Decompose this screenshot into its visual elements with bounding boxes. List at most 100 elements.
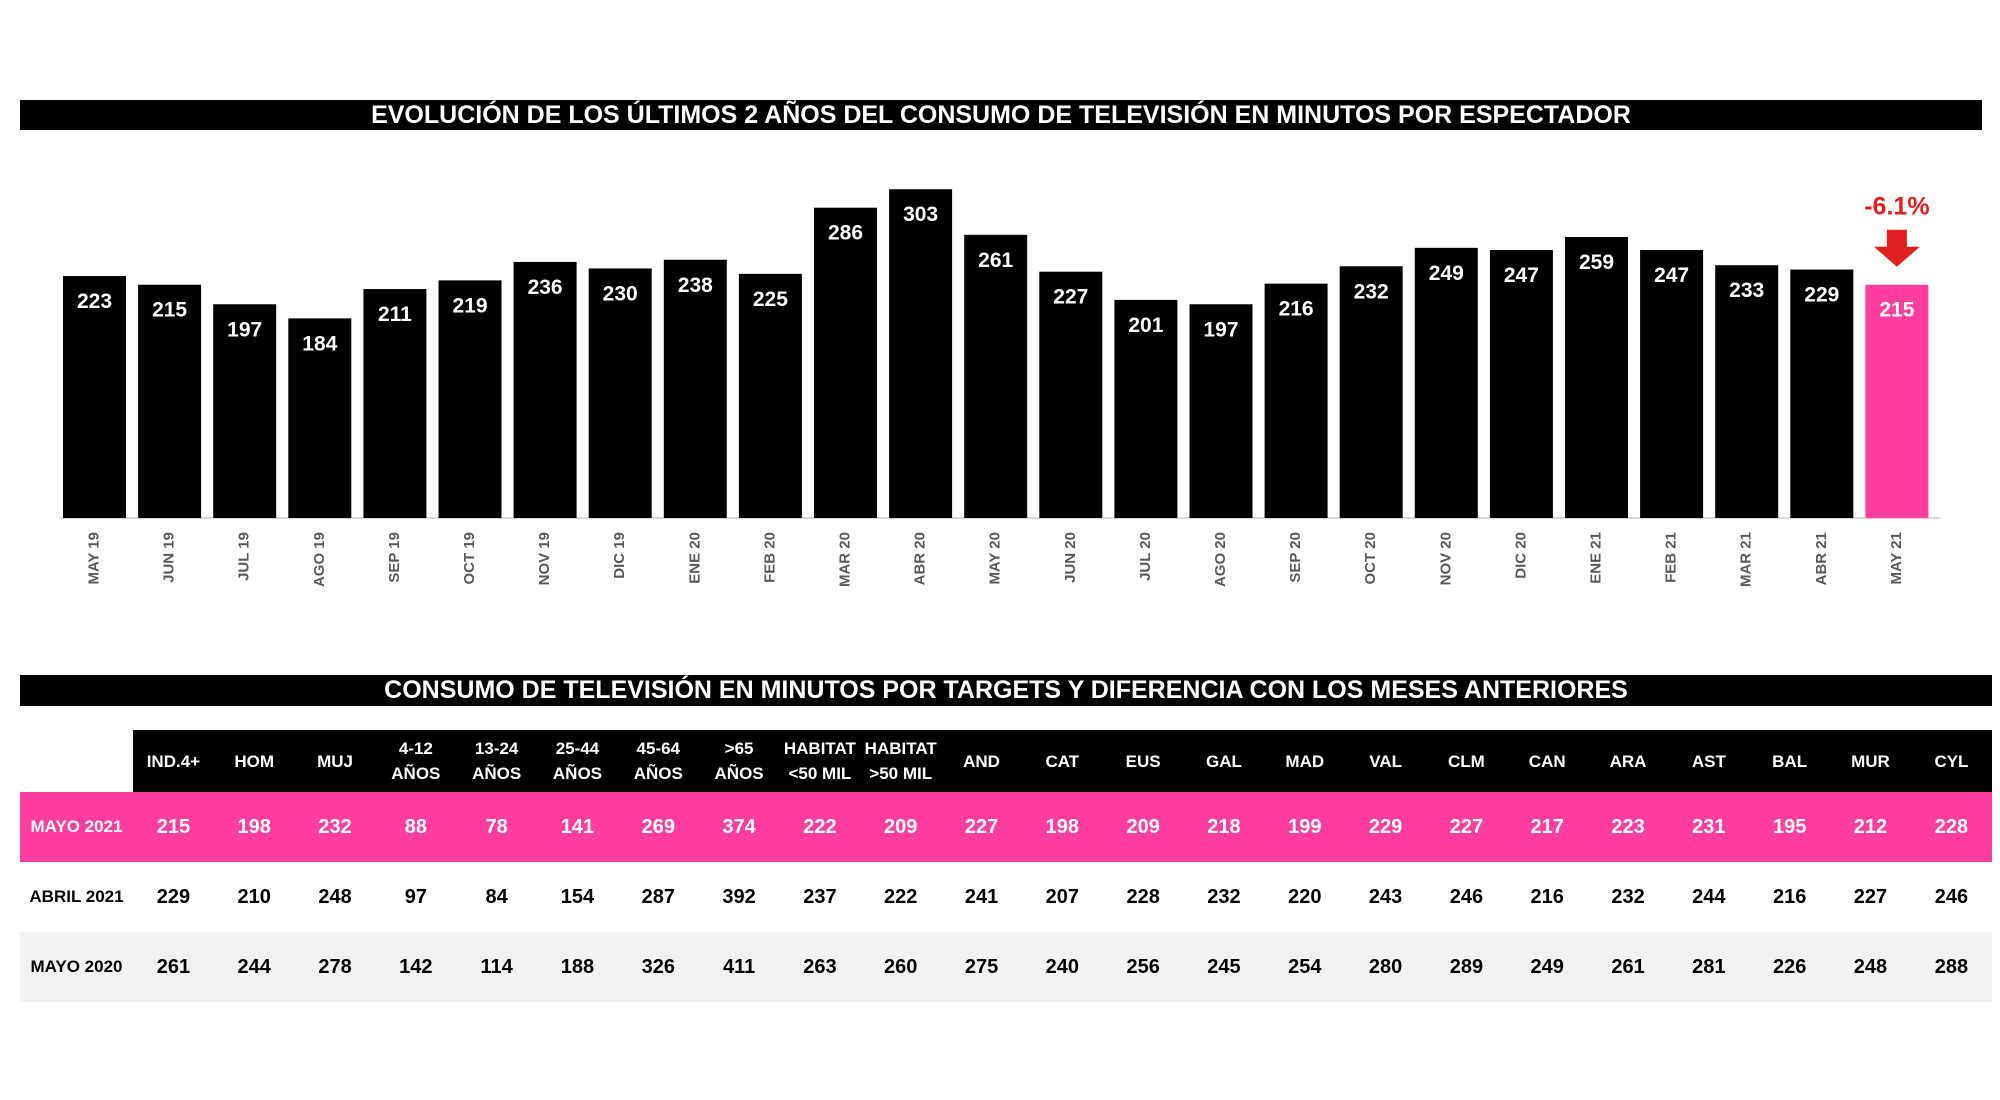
x-tick-label: MAY 21 [1888,532,1905,585]
table-cell: 222 [779,792,861,862]
table-cell: 78 [456,792,538,862]
bar-jul-19 [213,304,277,518]
column-header: CYL [1910,730,1992,792]
table-cell: 232 [294,792,376,862]
table-cell: 84 [485,885,508,908]
x-tick-label: JUL 19 [236,532,253,581]
bar-value-label: 219 [452,294,487,317]
column-header: AND [941,730,1022,792]
table-cell: 216 [1530,885,1564,908]
x-tick-label: JUN 19 [161,532,178,583]
table-cell: 374 [698,792,780,862]
bar-oct-19 [438,280,502,518]
bar-mar-20 [814,207,877,518]
column-header: MUJ [294,730,376,792]
table-cell: 232 [1611,885,1645,908]
x-tick-label: SEP 19 [386,532,403,583]
table-cell: 256 [1102,932,1184,1002]
bar-value-label: 232 [1354,280,1389,303]
chart-title-banner: EVOLUCIÓN DE LOS ÚLTIMOS 2 AÑOS DEL CONS… [20,100,1982,130]
table-cell: 97 [404,885,427,908]
bar-ago-20 [1189,304,1253,518]
table-cell: 260 [860,932,942,1002]
table-cell: 218 [1183,792,1265,862]
table-cell: 244 [213,932,295,1002]
column-header: >65 AÑOS [698,730,780,792]
table-cell: 246 [1449,885,1484,908]
table-cell: 411 [698,932,780,1002]
bar-value-label: 229 [1804,284,1839,307]
x-tick-label: MAY 20 [987,532,1004,585]
bar-feb-20 [738,273,802,518]
column-header: 4-12 AÑOS [375,730,457,792]
table-cell: 278 [294,932,376,1002]
bar-nov-19 [513,261,577,518]
x-tick-label: DIC 19 [611,532,628,579]
bar-value-label: 223 [77,290,112,313]
bar-value-label: 201 [1128,314,1163,337]
bar-value-label: 197 [1203,318,1238,341]
table-cell: 142 [375,932,457,1002]
column-header: CAN [1506,730,1588,792]
table-cell: 141 [537,792,618,862]
bar-ene-20 [663,259,727,518]
column-header: 45-64 AÑOS [617,730,699,792]
table-cell: 275 [941,932,1022,1002]
table-cell: 210 [237,885,271,908]
column-header: 13-24 AÑOS [456,730,538,792]
table-row: MAYO 2020 261 244 278 142 114 188 326 411 263 260 2… [20,932,1992,1002]
table-cell: 209 [860,792,942,862]
table-cell: 207 [1045,885,1080,908]
bar-value-label: 184 [302,332,337,355]
change-annotation: -6.1% [1864,193,1929,221]
x-tick-label: AGO 19 [311,532,328,587]
table-cell: 326 [617,932,699,1002]
table-cell: 215 [133,792,214,862]
table-cell: 198 [1021,792,1103,862]
table-cell: 198 [213,792,295,862]
x-tick-label: JUN 20 [1062,532,1079,583]
table-cell: 288 [1910,932,1992,1002]
bar-abr-21 [1790,269,1854,518]
table-cell: 229 [1345,792,1426,862]
table-cell: 232 [1207,885,1241,908]
table-cell: 249 [1506,932,1588,1002]
table-cell: 281 [1668,932,1750,1002]
table-cell: 263 [779,932,861,1002]
bar-dic-20 [1489,250,1553,518]
table-cell: 231 [1668,792,1750,862]
x-tick-label: DIC 20 [1512,532,1529,579]
bar-sep-19 [363,289,427,518]
table-cell: 220 [1288,885,1322,908]
bar-value-label: 211 [378,303,412,326]
bar-value-label: 215 [1879,299,1914,322]
table-cell: 245 [1183,932,1265,1002]
x-tick-label: SEP 20 [1287,532,1304,583]
table-cell: 222 [884,885,918,908]
x-tick-label: ABR 20 [912,532,929,585]
table-cell: 392 [722,885,756,908]
x-tick-label: MAY 19 [85,532,102,585]
x-tick-label: OCT 20 [1362,532,1379,585]
bar-feb-21 [1640,250,1704,518]
x-tick-label: JUL 20 [1137,532,1154,581]
bar-value-label: 247 [1504,264,1539,287]
bar-value-label: 259 [1579,251,1614,274]
table-header-row: IND.4+ HOM MUJ 4-12 AÑOS 13-24 AÑOS 25-44 AÑOS 45… [20,730,1992,792]
table-cell: 114 [456,932,538,1002]
bar-value-label: 261 [978,249,1013,272]
table-cell: 154 [560,885,595,908]
bar-value-label: 215 [152,299,187,322]
table-cell: 248 [1830,932,1911,1002]
table-cell: 217 [1506,792,1588,862]
bar-ago-19 [288,318,352,518]
table-cell: 229 [156,885,191,908]
bar-abr-20 [889,189,953,518]
table-title-banner: CONSUMO DE TELEVISIÓN EN MINUTOS POR TAR… [20,675,1992,706]
bar-value-label: 249 [1429,262,1464,285]
bar-may-21 [1865,284,1929,518]
bar-value-label: 227 [1053,286,1088,309]
column-header: EUS [1102,730,1184,792]
table-cell: 280 [1345,932,1426,1002]
table-cell: 287 [641,885,675,908]
